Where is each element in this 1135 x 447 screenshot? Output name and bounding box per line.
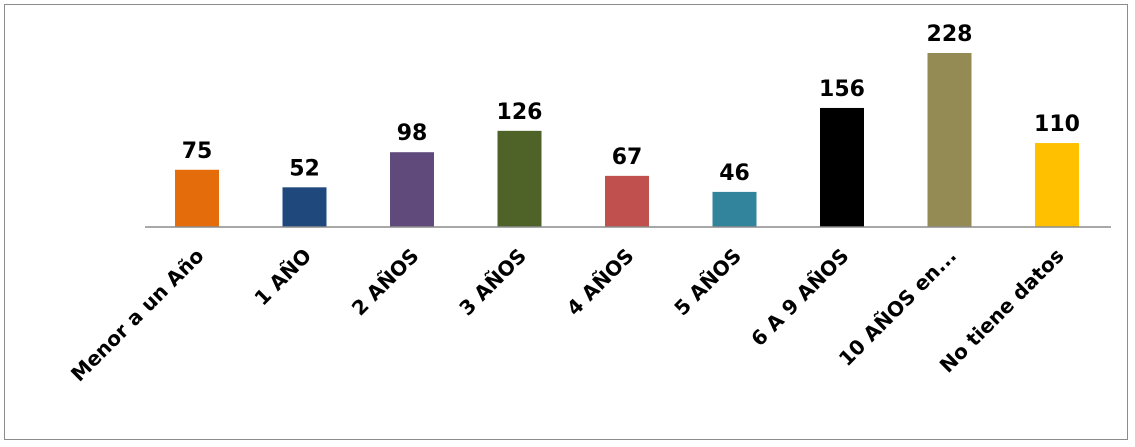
bar-1 [282,187,327,227]
bar-chart: 75 52 98 126 67 46 156 228 110 Menor a un Año 1 A… [66,22,1111,387]
value-label-3: 126 [497,100,543,125]
category-labels-layer: Menor a un Año 1 AÑO 2 AÑOS 3 AÑOS 4 AÑOS 5 A… [66,244,1069,387]
chart-frame: 75 52 98 126 67 46 156 228 110 Menor a un Año 1 A… [4,4,1128,440]
bar-8 [1035,143,1079,227]
bar-0 [175,169,219,227]
value-labels-layer: 75 52 98 126 67 46 156 228 110 [182,22,1080,186]
category-label-7: 10 AÑOS en... [834,244,961,371]
value-label-8: 110 [1034,112,1080,137]
category-label-1: 1 AÑO [249,244,316,311]
value-label-0: 75 [182,139,213,164]
value-label-5: 46 [719,161,750,186]
category-label-2: 2 AÑOS [347,244,424,321]
value-label-6: 156 [819,77,865,102]
value-label-7: 228 [927,22,973,47]
bar-6 [820,107,864,227]
bars-layer [175,53,1079,227]
category-label-3: 3 AÑOS [454,244,531,321]
bar-4 [605,175,649,227]
value-label-4: 67 [612,145,643,170]
bar-7 [927,53,972,227]
value-label-1: 52 [289,156,320,181]
category-label-0: Menor a un Año [66,244,209,387]
category-label-4: 4 AÑOS [562,244,639,321]
bar-3 [497,130,542,227]
value-label-2: 98 [397,121,428,146]
bar-5 [712,191,757,227]
bar-2 [390,152,434,227]
category-label-5: 5 AÑOS [669,244,746,321]
category-label-6: 6 A 9 AÑOS [746,244,853,351]
